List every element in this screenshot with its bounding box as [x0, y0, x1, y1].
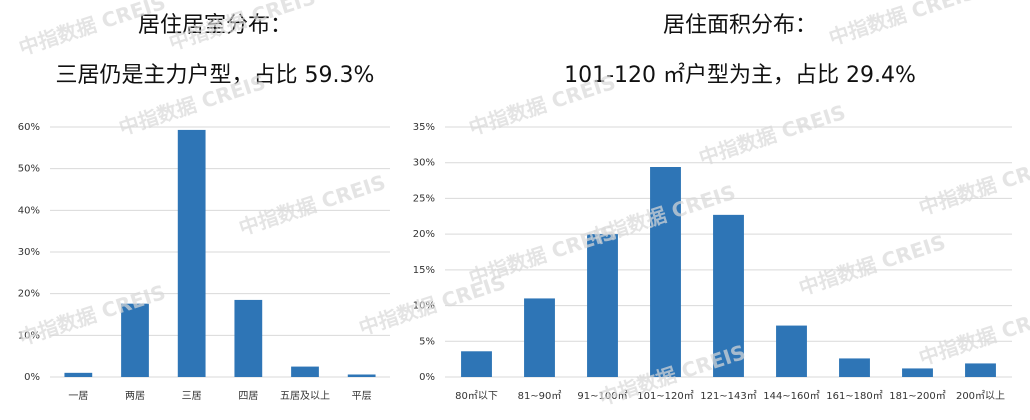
x-tick-label: 200㎡以上 [956, 390, 1005, 402]
y-tick-label: 60% [18, 122, 40, 133]
x-tick-label: 80㎡以下 [455, 390, 498, 402]
watermark: 中指数据 CREIS [696, 100, 849, 170]
watermark: 中指数据 CREIS [166, 0, 319, 55]
bar [347, 374, 376, 377]
x-tick-label: 平层 [352, 390, 372, 402]
bar [839, 358, 870, 377]
watermark: 中指数据 CREIS [796, 230, 949, 300]
x-tick-label: 四居 [238, 390, 258, 402]
y-tick-label: 30% [18, 247, 40, 258]
y-tick-label: 15% [413, 265, 435, 276]
y-tick-label: 40% [18, 205, 40, 216]
bar [965, 363, 996, 377]
bar [64, 372, 93, 377]
bar [291, 366, 319, 377]
watermark: 中指数据 CREIS [236, 170, 389, 240]
y-tick-label: 50% [18, 164, 40, 175]
y-tick-label: 20% [413, 229, 435, 240]
watermark: 中指数据 CREIS [826, 0, 979, 50]
x-tick-label: 三居 [182, 390, 202, 402]
x-tick-label: 101~120㎡ [637, 390, 694, 402]
bar [234, 299, 263, 377]
x-tick-label: 161~180㎡ [826, 390, 883, 402]
chart-subtitle: 三居仍是主力户型，占比 59.3% [56, 63, 375, 88]
bar [121, 303, 149, 377]
y-tick-label: 10% [413, 301, 435, 312]
y-tick-label: 20% [18, 289, 40, 300]
chart-title: 居住面积分布： [663, 13, 817, 38]
bar [461, 351, 492, 377]
y-tick-label: 30% [413, 158, 435, 169]
x-tick-label: 121~143㎡ [700, 390, 757, 402]
x-tick-label: 144~160㎡ [763, 390, 820, 402]
x-tick-label: 两居 [125, 390, 145, 402]
watermark: 中指数据 CREIS [916, 150, 1030, 220]
watermark: 中指数据 CREIS [916, 300, 1030, 370]
bar [650, 167, 681, 377]
y-tick-label: 5% [419, 336, 435, 347]
x-tick-label: 81~90㎡ [518, 390, 562, 402]
bar [776, 325, 807, 377]
chart-subtitle: 101-120 ㎡户型为主，占比 29.4% [564, 62, 916, 88]
bar [177, 129, 206, 377]
y-tick-label: 35% [413, 122, 435, 133]
y-tick-label: 0% [419, 372, 435, 383]
y-tick-label: 0% [24, 372, 40, 383]
x-tick-label: 91~100㎡ [577, 390, 627, 402]
y-tick-label: 10% [18, 330, 40, 341]
chart-title: 居住居室分布： [138, 13, 292, 38]
bar [713, 214, 744, 377]
bar [902, 368, 933, 377]
x-tick-label: 一居 [68, 390, 88, 402]
x-tick-label: 181~200㎡ [889, 390, 946, 402]
bar [524, 298, 555, 377]
x-tick-label: 五居及以上 [280, 390, 330, 402]
bar [587, 234, 618, 377]
y-tick-label: 25% [413, 193, 435, 204]
watermark: 中指数据 CREIS [466, 70, 619, 140]
